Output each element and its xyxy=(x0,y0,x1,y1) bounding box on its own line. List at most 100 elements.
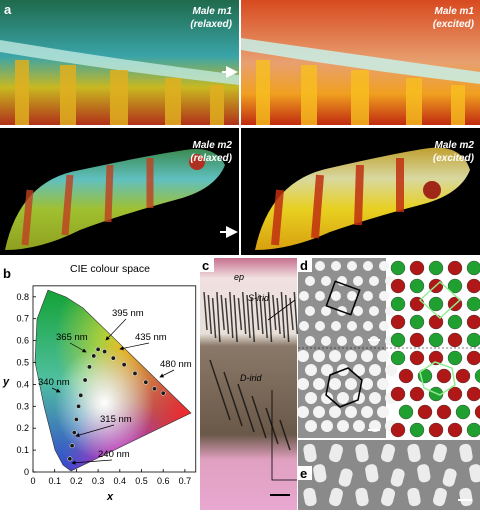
particle xyxy=(369,392,381,404)
photo-title: Male m1 xyxy=(435,6,475,17)
atom xyxy=(398,368,414,384)
particle xyxy=(315,291,325,301)
y-tick-label: 0.6 xyxy=(16,336,29,346)
streak xyxy=(211,297,217,339)
plot-frame xyxy=(32,285,197,473)
label-box xyxy=(298,258,312,272)
particle xyxy=(305,336,315,346)
particle xyxy=(369,364,381,376)
atom xyxy=(409,422,425,438)
atom xyxy=(466,296,480,312)
y-tick-label: 0.4 xyxy=(16,379,29,389)
particle xyxy=(297,350,309,362)
particle xyxy=(337,336,347,346)
lattice-square xyxy=(325,280,361,316)
data-point xyxy=(95,346,101,352)
particle xyxy=(355,443,369,463)
data-point xyxy=(143,379,149,385)
panel-b: b CIE colour space x y 0 0.1 0.2 0.3 0.4 0.5 0… xyxy=(2,263,197,503)
atom xyxy=(390,332,406,348)
gamut-outline xyxy=(34,289,192,472)
particle xyxy=(363,261,373,271)
annotation-arrow xyxy=(75,424,115,438)
particle xyxy=(303,443,317,463)
data-point xyxy=(78,392,84,398)
particle xyxy=(338,468,353,487)
streak xyxy=(207,294,213,335)
annotation: 365 nm xyxy=(56,332,88,343)
photo-labels: Male m1 (relaxed) Male m1 (excited) Male m2 (… xyxy=(190,6,474,164)
particle xyxy=(313,464,327,483)
data-point xyxy=(110,355,116,361)
atom xyxy=(447,332,463,348)
atom xyxy=(428,350,444,366)
atom xyxy=(455,368,471,384)
streak xyxy=(237,383,255,433)
particle xyxy=(469,464,480,483)
atom xyxy=(466,260,480,276)
lattice-square xyxy=(418,280,462,320)
particle xyxy=(353,364,365,376)
y-tick-label: 0.3 xyxy=(16,401,29,411)
particle xyxy=(315,261,325,271)
particle xyxy=(361,350,373,362)
particle xyxy=(321,364,333,376)
data-point xyxy=(152,386,157,392)
bands xyxy=(15,60,224,125)
atom xyxy=(390,260,406,276)
lattice-hexagon xyxy=(419,361,456,396)
panel-d: d xyxy=(297,258,480,438)
particle xyxy=(353,306,363,316)
particle xyxy=(442,468,457,487)
layer-label: S-irid xyxy=(248,293,270,303)
annotation: 240 nm xyxy=(98,449,130,460)
particle xyxy=(377,406,389,418)
atom xyxy=(466,332,480,348)
atom xyxy=(474,405,480,419)
atom xyxy=(428,296,444,312)
particle xyxy=(313,378,325,390)
streak xyxy=(254,291,260,331)
streak xyxy=(224,297,230,335)
atom xyxy=(409,386,425,402)
particle xyxy=(345,350,357,362)
x-tick-label: 0.4 xyxy=(114,476,127,486)
bands xyxy=(271,158,404,246)
particle xyxy=(305,364,317,376)
particle xyxy=(299,321,309,331)
particle xyxy=(417,464,431,483)
particle xyxy=(305,420,317,432)
particle xyxy=(380,443,396,463)
annotation-arrow xyxy=(105,318,127,341)
particle xyxy=(363,291,373,301)
atom xyxy=(390,314,406,330)
x-tick-label: 0 xyxy=(30,476,35,486)
particle xyxy=(365,464,379,483)
particle xyxy=(379,321,389,331)
panel-label: a xyxy=(4,2,12,17)
particle xyxy=(377,350,389,362)
atom xyxy=(428,422,444,438)
annotation-arrow xyxy=(51,387,61,393)
streak xyxy=(250,297,256,343)
data-point xyxy=(86,364,92,370)
particle xyxy=(353,336,363,346)
data-point xyxy=(69,443,75,449)
atom xyxy=(428,332,444,348)
data-point xyxy=(102,349,108,354)
atom xyxy=(390,296,406,312)
annotation-arrow xyxy=(69,342,87,353)
atom xyxy=(466,278,480,294)
y-tick-label: 0.1 xyxy=(16,445,29,455)
streak xyxy=(284,294,290,343)
photo-title: Male m2 xyxy=(193,140,233,151)
particle xyxy=(345,378,357,390)
particle xyxy=(331,291,341,301)
particle xyxy=(329,350,341,362)
panel-label: d xyxy=(300,258,308,273)
particle xyxy=(347,291,357,301)
particle xyxy=(321,276,331,286)
eye xyxy=(189,154,205,170)
atom xyxy=(436,404,452,420)
particle xyxy=(361,406,373,418)
